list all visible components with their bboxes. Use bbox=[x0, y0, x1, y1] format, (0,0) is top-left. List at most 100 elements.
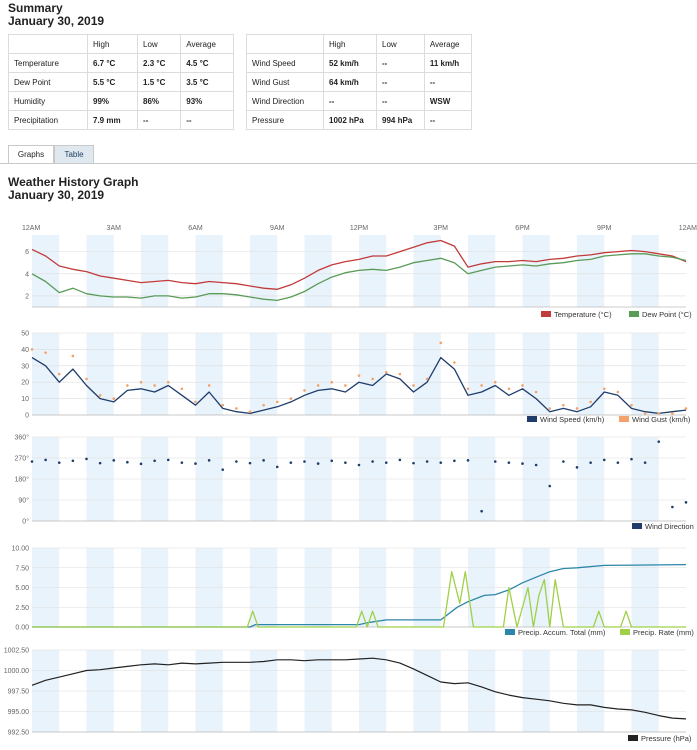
data-point bbox=[589, 400, 592, 404]
legend-label: Dew Point (°C) bbox=[642, 310, 692, 319]
hour-band bbox=[304, 333, 332, 415]
row-low: -- bbox=[137, 110, 182, 130]
data-point bbox=[357, 463, 361, 467]
series-line bbox=[31, 253, 687, 302]
y-tick-label: 992.50 bbox=[8, 730, 30, 737]
data-point bbox=[671, 505, 674, 509]
data-point bbox=[684, 407, 688, 410]
hour-band bbox=[32, 235, 60, 307]
data-point bbox=[412, 384, 415, 387]
hour-band bbox=[468, 333, 496, 415]
data-point bbox=[657, 412, 661, 415]
y-tick-label: 20 bbox=[21, 380, 29, 387]
y-tick-label: 995.00 bbox=[8, 709, 30, 716]
data-point bbox=[412, 461, 415, 465]
table-row: Wind Direction -- -- WSW bbox=[246, 91, 473, 111]
data-point bbox=[98, 394, 102, 397]
hour-band bbox=[359, 235, 387, 307]
row-avg: 3.5 °C bbox=[180, 72, 234, 92]
table-row: Pressure 1002 hPa 994 hPa -- bbox=[246, 110, 473, 130]
data-point bbox=[575, 407, 579, 410]
data-point bbox=[30, 348, 34, 351]
data-point bbox=[57, 372, 61, 376]
history-title: Weather History Graph bbox=[8, 175, 139, 189]
time-axis-label: 6AM bbox=[188, 225, 203, 232]
data-point bbox=[521, 462, 524, 465]
legend-swatch bbox=[541, 311, 551, 317]
y-tick-label: 10.00 bbox=[11, 546, 29, 553]
data-point bbox=[480, 384, 483, 387]
data-point bbox=[207, 384, 211, 387]
data-point bbox=[453, 361, 456, 364]
data-point bbox=[643, 412, 647, 415]
data-point bbox=[616, 390, 620, 394]
data-point bbox=[602, 387, 606, 391]
table-row: Precipitation 7.9 mm -- -- bbox=[8, 110, 234, 130]
hour-band bbox=[631, 333, 659, 415]
data-point bbox=[398, 372, 402, 376]
legend-swatch bbox=[619, 416, 629, 422]
tabs-divider bbox=[0, 163, 697, 164]
data-point bbox=[466, 459, 470, 462]
legend-swatch bbox=[505, 629, 515, 635]
time-axis-label: 12AM bbox=[22, 225, 40, 232]
data-point bbox=[44, 458, 47, 462]
y-tick-label: 2 bbox=[25, 293, 29, 300]
data-point bbox=[316, 462, 320, 465]
legend-swatch bbox=[632, 523, 642, 529]
time-axis-label: 12AM bbox=[679, 225, 697, 232]
legend-label: Precip. Rate (mm) bbox=[633, 628, 694, 637]
hour-band bbox=[250, 235, 278, 307]
data-point bbox=[671, 412, 674, 415]
data-point bbox=[262, 459, 265, 462]
y-tick-label: 30 bbox=[21, 363, 29, 370]
data-point bbox=[480, 509, 483, 513]
series-line bbox=[32, 563, 687, 628]
data-point bbox=[98, 461, 102, 465]
table-row: Wind Gust 64 km/h -- -- bbox=[246, 72, 473, 92]
data-point bbox=[153, 459, 156, 463]
data-point bbox=[521, 384, 524, 387]
y-tick-label: 6 bbox=[25, 249, 29, 256]
data-point bbox=[221, 403, 225, 407]
data-point bbox=[602, 458, 606, 462]
data-point bbox=[275, 465, 279, 469]
hour-band bbox=[359, 333, 387, 415]
data-point bbox=[166, 380, 170, 384]
data-point bbox=[384, 371, 388, 374]
y-tick-label: 4 bbox=[25, 271, 29, 278]
summary-title: Summary bbox=[8, 1, 63, 15]
data-point bbox=[221, 468, 225, 471]
data-point bbox=[562, 403, 565, 407]
hour-band bbox=[631, 235, 659, 307]
row-avg: -- bbox=[180, 110, 234, 130]
series-line bbox=[31, 356, 687, 415]
hour-band bbox=[141, 235, 169, 307]
data-point bbox=[180, 387, 184, 391]
row-high: 1002 hPa bbox=[323, 110, 377, 130]
data-point bbox=[112, 397, 116, 400]
row-avg: -- bbox=[423, 110, 473, 130]
y-tick-label: 40 bbox=[21, 347, 29, 354]
tab-table[interactable]: Table bbox=[54, 145, 94, 164]
legend-label: Wind Gust (km/h) bbox=[632, 415, 691, 424]
legend-label: Wind Direction bbox=[645, 522, 694, 531]
data-point bbox=[71, 354, 75, 358]
data-point bbox=[616, 461, 620, 464]
tab-graphs[interactable]: Graphs bbox=[8, 145, 54, 164]
data-point bbox=[289, 461, 293, 464]
data-point bbox=[507, 387, 511, 391]
legend-label: Pressure (hPa) bbox=[641, 734, 692, 743]
time-axis-label: 12PM bbox=[350, 225, 368, 232]
data-point bbox=[330, 459, 334, 463]
y-tick-label: 7.50 bbox=[15, 565, 29, 572]
y-tick-label: 270° bbox=[15, 455, 30, 463]
legend-swatch bbox=[629, 311, 639, 317]
hour-band bbox=[141, 333, 169, 415]
data-point bbox=[589, 461, 592, 464]
hour-band bbox=[32, 333, 60, 415]
data-point bbox=[562, 460, 565, 463]
y-tick-label: 10 bbox=[21, 396, 29, 403]
data-point bbox=[493, 380, 497, 384]
series-line bbox=[31, 239, 687, 290]
